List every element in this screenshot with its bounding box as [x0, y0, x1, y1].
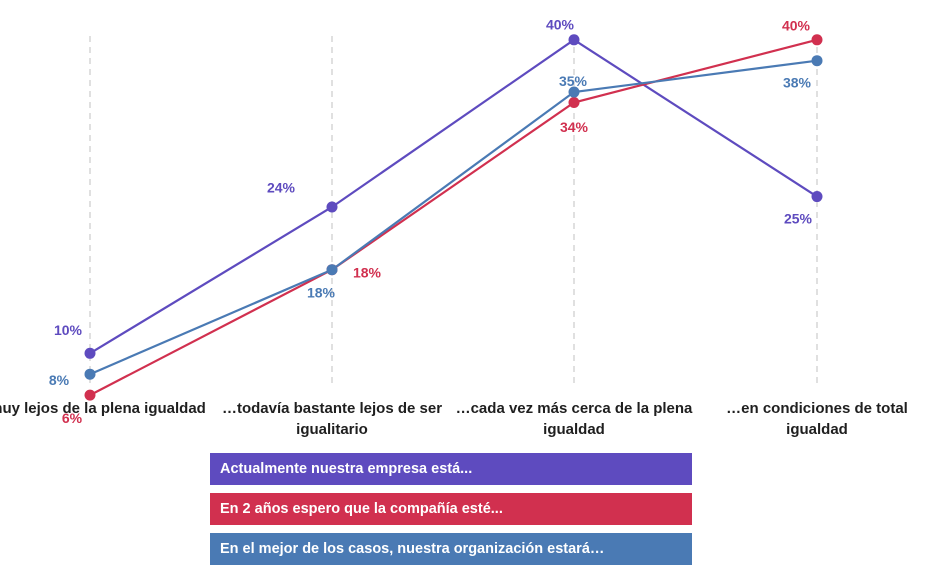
data-label: 25%	[784, 210, 813, 226]
series-lines	[89, 38, 818, 397]
series-line	[89, 59, 818, 376]
data-point	[568, 86, 580, 98]
data-point	[568, 97, 580, 108]
vertical-gridlines	[89, 36, 818, 385]
legend-entry-series-2: En 2 años espero que la compañía esté...	[210, 493, 692, 525]
series-line	[89, 38, 818, 355]
data-point	[326, 201, 338, 213]
data-label: 40%	[782, 18, 811, 34]
data-labels: 10% 24% 40% 25% 6% 18% 34% 40% 8% 18% 35% 38%	[49, 17, 813, 426]
series-line	[89, 38, 818, 397]
data-point	[326, 264, 338, 276]
data-label: 18%	[307, 284, 336, 300]
data-label: 40%	[546, 17, 575, 33]
data-point	[84, 347, 96, 359]
category-label: …muy lejos de la plena igualdad	[0, 400, 206, 417]
data-label: 38%	[783, 74, 812, 90]
data-label: 8%	[49, 372, 70, 388]
data-point	[811, 34, 823, 46]
category-label: …cada vez más cerca de la plena igualdad	[455, 400, 693, 438]
data-label: 6%	[62, 410, 83, 426]
legend-entry-series-3: En el mejor de los casos, nuestra organi…	[210, 533, 692, 565]
data-label: 24%	[267, 180, 296, 196]
data-point	[568, 34, 580, 46]
category-label: …todavía bastante lejos de ser igualitar…	[221, 400, 443, 438]
data-label: 10%	[54, 322, 83, 338]
data-point	[84, 368, 96, 380]
data-label: 34%	[560, 119, 589, 135]
data-point	[84, 389, 96, 401]
data-point	[811, 55, 823, 67]
data-label: 35%	[559, 73, 588, 89]
data-label: 18%	[353, 264, 382, 280]
category-label: …en condiciones de total igualdad	[726, 400, 908, 438]
series-points	[84, 34, 823, 401]
data-point	[811, 191, 823, 203]
legend-entry-series-1: Actualmente nuestra empresa está...	[210, 453, 692, 485]
